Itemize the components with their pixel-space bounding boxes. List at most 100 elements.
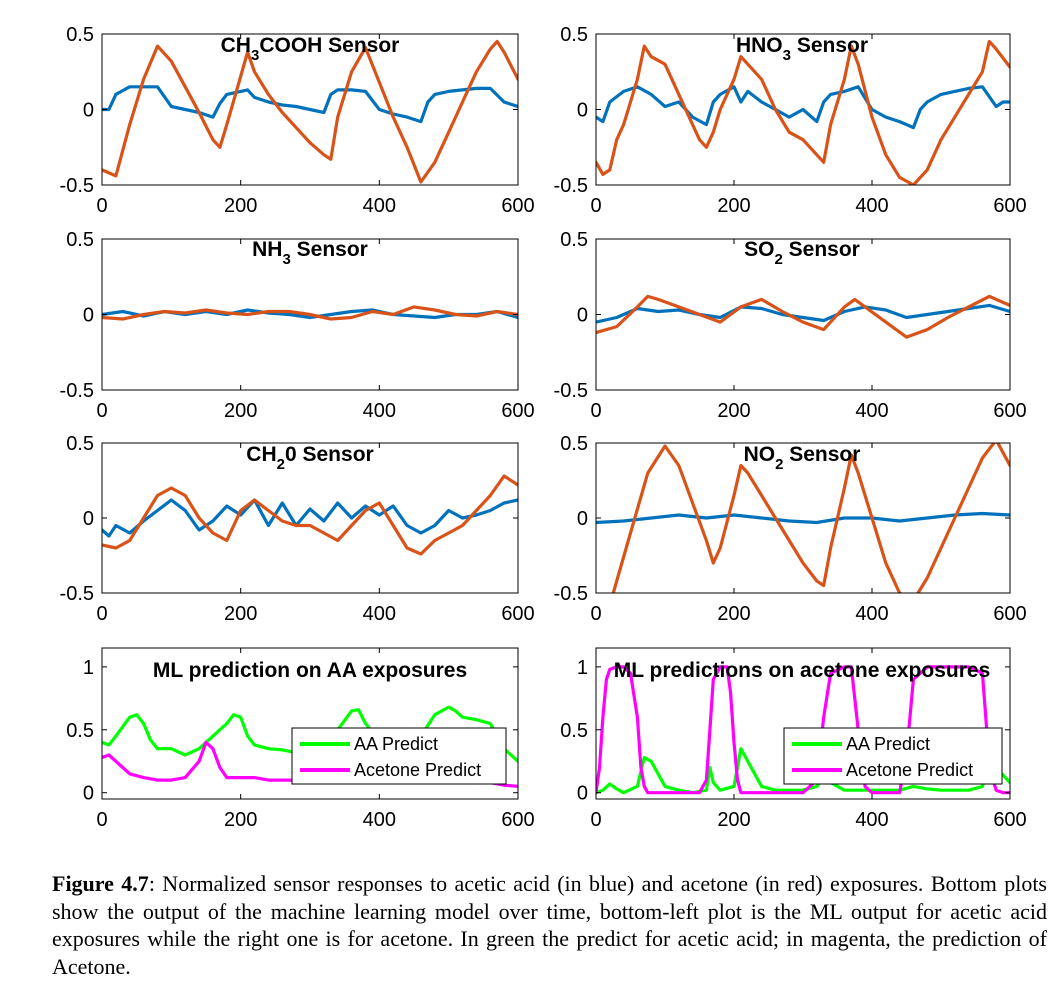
y-tick-label: 0.5 <box>66 720 94 742</box>
x-tick-label: 400 <box>363 603 396 625</box>
y-tick-label: 0 <box>83 783 94 805</box>
y-tick-label: 0 <box>577 100 588 122</box>
y-tick-label: -0.5 <box>60 583 94 605</box>
y-tick-label: 1 <box>577 657 588 679</box>
x-tick-label: 200 <box>224 603 257 625</box>
title-subscript: 2 <box>277 456 285 473</box>
title-part: Sensor <box>291 238 368 261</box>
title-part: COOH Sensor <box>259 34 399 57</box>
x-tick-label: 600 <box>501 400 534 422</box>
x-tick-label: 600 <box>501 603 534 625</box>
x-tick-label: 0 <box>96 603 107 625</box>
caption-text: : Normalized sensor responses to acetic … <box>52 871 1047 979</box>
title-part: Sensor <box>783 443 860 466</box>
y-tick-label: 0 <box>83 305 94 327</box>
x-tick-label: 200 <box>224 809 257 831</box>
x-tick-label: 0 <box>590 400 601 422</box>
series-line-aa-predict <box>102 705 518 763</box>
series-line-blue <box>102 498 518 538</box>
x-tick-label: 600 <box>501 195 534 217</box>
title-subscript: 2 <box>774 251 782 268</box>
series-line-red <box>596 294 1010 339</box>
y-tick-label: -0.5 <box>60 380 94 402</box>
y-tick-label: 0.5 <box>66 433 94 455</box>
title-part: Sensor <box>783 238 860 261</box>
x-tick-label: 0 <box>96 809 107 831</box>
series-line-red <box>102 39 518 184</box>
caption-label: Figure 4.7 <box>52 871 149 896</box>
x-tick-label: 0 <box>590 603 601 625</box>
legend: AA Predict Acetone Predict <box>783 727 1003 785</box>
x-tick-label: 0 <box>96 195 107 217</box>
axes-box <box>595 238 1011 391</box>
y-tick-label: -0.5 <box>554 175 588 197</box>
chart-panel-7: 0 200 400 600 1 0.5 0 ML prediction on AA expos… <box>66 647 535 831</box>
legend-box <box>291 727 507 785</box>
legend-label: AA Predict <box>354 734 438 754</box>
series-line-aa-predict <box>596 747 1010 795</box>
y-tick-label: 0 <box>577 783 588 805</box>
y-tick-label: 0 <box>577 508 588 530</box>
chart-title: NO2 Sensor <box>744 443 861 473</box>
x-tick-label: 200 <box>717 195 750 217</box>
y-tick-label: -0.5 <box>554 583 588 605</box>
figure-caption: Figure 4.7: Normalized sensor responses … <box>52 870 1047 980</box>
legend-box <box>783 727 1003 785</box>
title-part: Sensor <box>791 34 868 57</box>
x-tick-label: 600 <box>993 400 1026 422</box>
x-tick-label: 0 <box>590 195 601 217</box>
x-tick-label: 400 <box>363 400 396 422</box>
y-tick-label: -0.5 <box>554 380 588 402</box>
title-subscript: 3 <box>251 47 259 64</box>
y-tick-label: 0 <box>577 305 588 327</box>
series-line-blue <box>596 85 1010 130</box>
y-tick-label: 0.5 <box>560 229 588 251</box>
series-line-acetone-predict <box>596 665 1010 795</box>
title-part: CH <box>246 443 276 466</box>
series-line-red <box>596 39 1010 185</box>
series-line-red <box>102 305 518 321</box>
x-tick-label: 400 <box>363 809 396 831</box>
series-line-blue <box>596 303 1010 324</box>
x-tick-label: 400 <box>363 195 396 217</box>
chart-title: NH3 Sensor <box>252 238 368 268</box>
title-subscript: 2 <box>775 456 783 473</box>
y-tick-label: 0.5 <box>560 720 588 742</box>
y-tick-label: 0.5 <box>66 229 94 251</box>
series-line-blue <box>596 511 1010 525</box>
x-tick-label: 200 <box>224 195 257 217</box>
axes-box <box>595 647 1011 800</box>
y-tick-label: 0 <box>83 100 94 122</box>
title-part: 0 Sensor <box>285 443 374 466</box>
y-tick-label: 0.5 <box>66 24 94 46</box>
x-tick-label: 600 <box>993 603 1026 625</box>
legend: AA Predict Acetone Predict <box>291 727 507 785</box>
series-line-red <box>102 474 518 556</box>
x-tick-label: 400 <box>855 400 888 422</box>
title-part: HNO <box>736 34 783 57</box>
title-part: NH <box>252 238 282 261</box>
series-line-red <box>611 443 1010 593</box>
y-tick-label: 0.5 <box>560 24 588 46</box>
x-tick-label: 0 <box>590 809 601 831</box>
y-tick-label: 1 <box>83 657 94 679</box>
title-subscript: 3 <box>282 251 290 268</box>
x-tick-label: 0 <box>96 400 107 422</box>
x-tick-label: 400 <box>855 603 888 625</box>
x-tick-label: 600 <box>501 809 534 831</box>
axes-box <box>101 647 519 800</box>
chart-title: SO2 Sensor <box>744 238 860 268</box>
chart-title: HNO3 Sensor <box>736 34 868 64</box>
x-tick-label: 600 <box>993 809 1026 831</box>
x-tick-label: 200 <box>717 809 750 831</box>
x-tick-label: 200 <box>717 603 750 625</box>
title-subscript: 3 <box>783 47 791 64</box>
series-line-blue <box>102 85 518 124</box>
chart-title: CH20 Sensor <box>246 443 373 473</box>
